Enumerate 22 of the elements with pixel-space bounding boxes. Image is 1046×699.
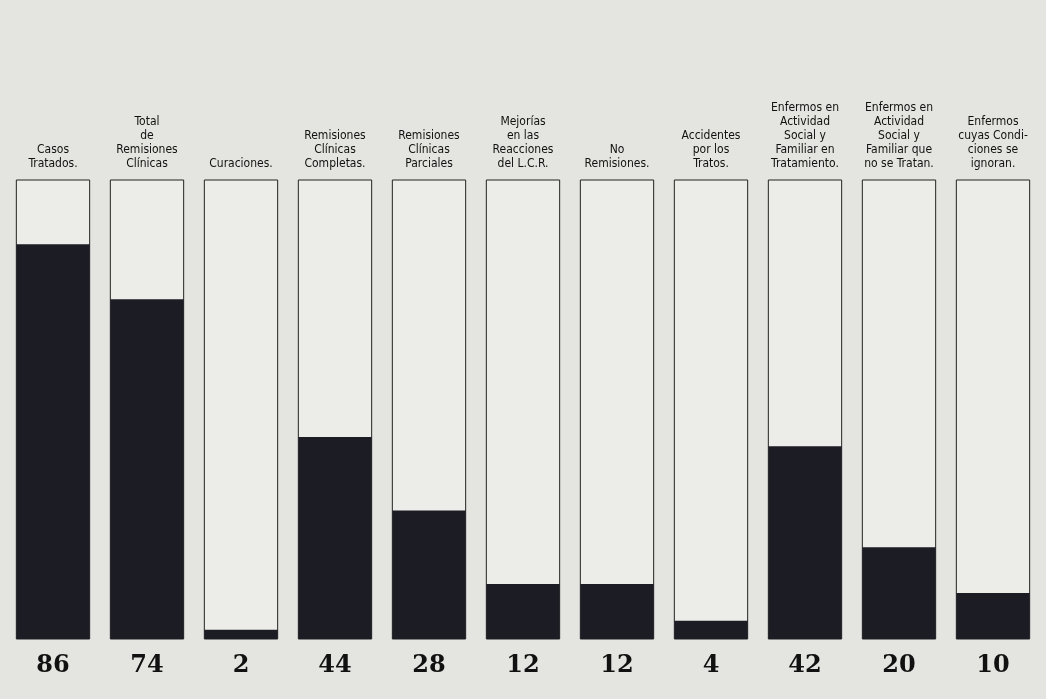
x-tick-label: Casos Tratados. <box>27 142 78 170</box>
x-tick-label: Enfermos en Actividad Social y Familiar que no se Tratan. <box>864 100 934 170</box>
x-tick-label: Mejorías en las Reacciones del L.C.R. <box>492 114 554 170</box>
data-label: 4 <box>702 648 720 678</box>
data-label: 20 <box>882 648 916 678</box>
data-label: 12 <box>600 648 634 678</box>
x-tick-label: Curaciones. <box>209 156 273 170</box>
x-tick-label: Remisiones Clínicas Completas. <box>304 128 367 170</box>
data-label: 44 <box>318 648 352 678</box>
x-tick-label: Enfermos en Actividad Social y Familiar en Tratamiento. <box>770 100 839 170</box>
x-tick-label: Remisiones Clínicas Parciales <box>398 128 461 170</box>
data-label: 28 <box>412 648 446 678</box>
x-tick-label: Enfermos cuyas Condi- ciones se ignoran. <box>958 114 1028 170</box>
data-label: 86 <box>36 648 70 678</box>
x-tick-label: Total de Remisiones Clínicas <box>116 114 179 170</box>
data-label: 2 <box>232 648 250 678</box>
x-tick-label: No Remisiones. <box>584 142 650 170</box>
data-label: 12 <box>506 648 540 678</box>
x-tick-label: Accidentes por los Tratos. <box>681 128 741 170</box>
data-label: 42 <box>788 648 822 678</box>
data-label: 10 <box>976 648 1010 678</box>
data-label: 74 <box>130 648 164 678</box>
